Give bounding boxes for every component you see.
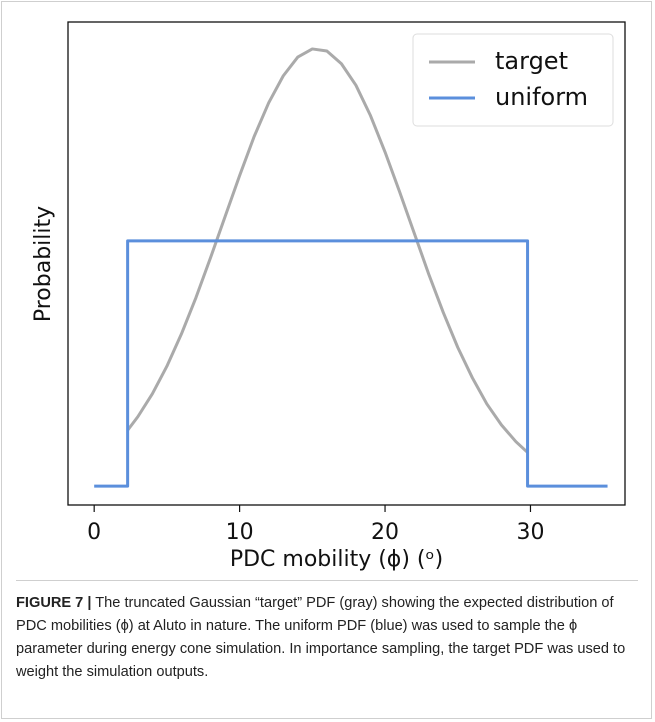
caption: FIGURE 7 | The truncated Gaussian “targe… (16, 592, 638, 684)
legend-label: uniform (495, 83, 588, 111)
x-tick-label: 20 (371, 520, 399, 545)
x-axis-label: PDC mobility (ϕ) (ᵒ) (230, 547, 443, 572)
series-line (94, 239, 608, 488)
plot-frame (67, 21, 626, 506)
x-tick-label: 30 (516, 520, 544, 545)
y-axis-label: Probability (31, 206, 56, 322)
caption-label: FIGURE 7 | (16, 595, 92, 611)
series-line (126, 47, 529, 454)
x-tick-label: 0 (87, 520, 101, 545)
legend-label: target (495, 47, 568, 75)
x-tick-label: 10 (226, 520, 254, 545)
divider (16, 580, 638, 581)
caption-text: The truncated Gaussian “target” PDF (gra… (16, 595, 626, 680)
legend-box (412, 33, 614, 127)
